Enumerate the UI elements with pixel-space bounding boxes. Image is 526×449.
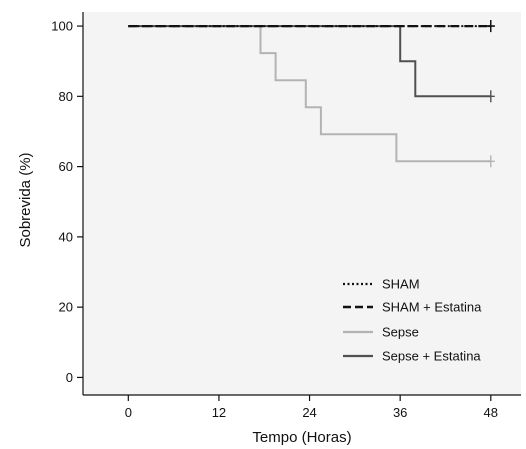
x-tick-label-48: 48 xyxy=(484,405,498,420)
y-axis-title: Sobrevida (%) xyxy=(17,152,34,247)
x-tick-label-24: 24 xyxy=(302,405,316,420)
y-tick-label-60: 60 xyxy=(59,159,73,174)
y-tick-label-20: 20 xyxy=(59,300,73,315)
axes-layer: 0 20 40 60 80 100 0 12 24 36 48 xyxy=(51,12,521,420)
series-layer xyxy=(128,20,495,168)
legend-label-sham: SHAM xyxy=(382,277,420,292)
y-tick-label-80: 80 xyxy=(59,89,73,104)
plot-area xyxy=(83,12,521,395)
legend-label-sham-estatina: SHAM + Estatina xyxy=(382,300,482,315)
series-sepse-line xyxy=(128,25,491,163)
y-tick-label-100: 100 xyxy=(51,19,73,34)
legend: SHAM SHAM + Estatina Sepse Sepse + Estatina xyxy=(343,277,482,364)
legend-label-sepse: Sepse xyxy=(382,325,419,340)
x-axis-title: Tempo (Horas) xyxy=(252,429,351,446)
legend-label-sepse-estatina: Sepse + Estatina xyxy=(382,349,481,364)
x-tick-label-36: 36 xyxy=(393,405,407,420)
x-tick-label-0: 0 xyxy=(125,405,132,420)
x-tick-label-12: 12 xyxy=(212,405,226,420)
y-tick-label-40: 40 xyxy=(59,229,73,244)
y-tick-label-0: 0 xyxy=(66,370,73,385)
